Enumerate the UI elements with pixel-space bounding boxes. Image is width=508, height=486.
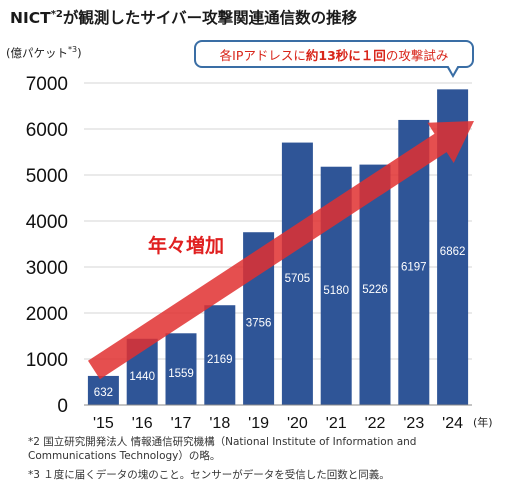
bar-value-label: 3756 — [246, 318, 272, 330]
x-tick-label: '24 — [442, 415, 463, 432]
bar — [204, 305, 236, 405]
x-tick-label: '22 — [365, 415, 386, 432]
bar — [87, 375, 119, 405]
footnote-2: *2 国立研究開発法人 情報通信研究機構（National Institute … — [28, 436, 417, 462]
y-tick-label: 7000 — [26, 74, 68, 95]
bar-value-label: 1559 — [168, 368, 194, 380]
x-tick-label: '20 — [287, 415, 308, 432]
y-tick-label: 2000 — [26, 304, 68, 325]
x-tick-label: '23 — [403, 415, 424, 432]
bar-value-label: 6862 — [440, 246, 466, 258]
bar — [281, 142, 313, 405]
bar-value-label: 5226 — [362, 284, 388, 296]
bar-value-label: 5705 — [285, 273, 311, 285]
x-tick-label: '18 — [209, 415, 230, 432]
x-axis-unit-label: (年) — [473, 415, 493, 429]
x-tick-label: '19 — [248, 415, 269, 432]
y-axis-label: (億パケット*3) — [6, 45, 82, 60]
bar-value-label: 5180 — [323, 285, 349, 297]
footnote-3: *3 １度に届くデータの塊のこと。センサーがデータを受信した回数と同義。 — [28, 469, 390, 481]
x-tick-label: '15 — [93, 415, 114, 432]
chart-title: NICT*2が観測したサイバー攻撃関連通信数の推移 — [10, 8, 358, 27]
x-tick-label: '16 — [132, 415, 153, 432]
callout-box: 各IPアドレスに 約13秒に１回 の攻撃試み — [194, 40, 474, 68]
trend-arrow — [88, 121, 474, 380]
y-tick-label: 3000 — [26, 258, 68, 279]
y-tick-label: 5000 — [26, 166, 68, 187]
trend-label: 年々増加 — [148, 234, 224, 257]
x-tick-label: '21 — [326, 415, 347, 432]
x-tick-label: '17 — [171, 415, 192, 432]
bar-value-label: 2169 — [207, 354, 233, 366]
callout-tail-inner — [448, 65, 458, 74]
y-tick-label: 4000 — [26, 212, 68, 233]
bar — [165, 333, 197, 405]
y-tick-label: 0 — [57, 396, 68, 417]
bar-value-label: 1440 — [129, 371, 155, 383]
y-tick-label: 6000 — [26, 120, 68, 141]
y-tick-label: 1000 — [26, 350, 68, 371]
bar-value-label: 632 — [94, 387, 113, 399]
bar-value-label: 6197 — [401, 261, 427, 273]
